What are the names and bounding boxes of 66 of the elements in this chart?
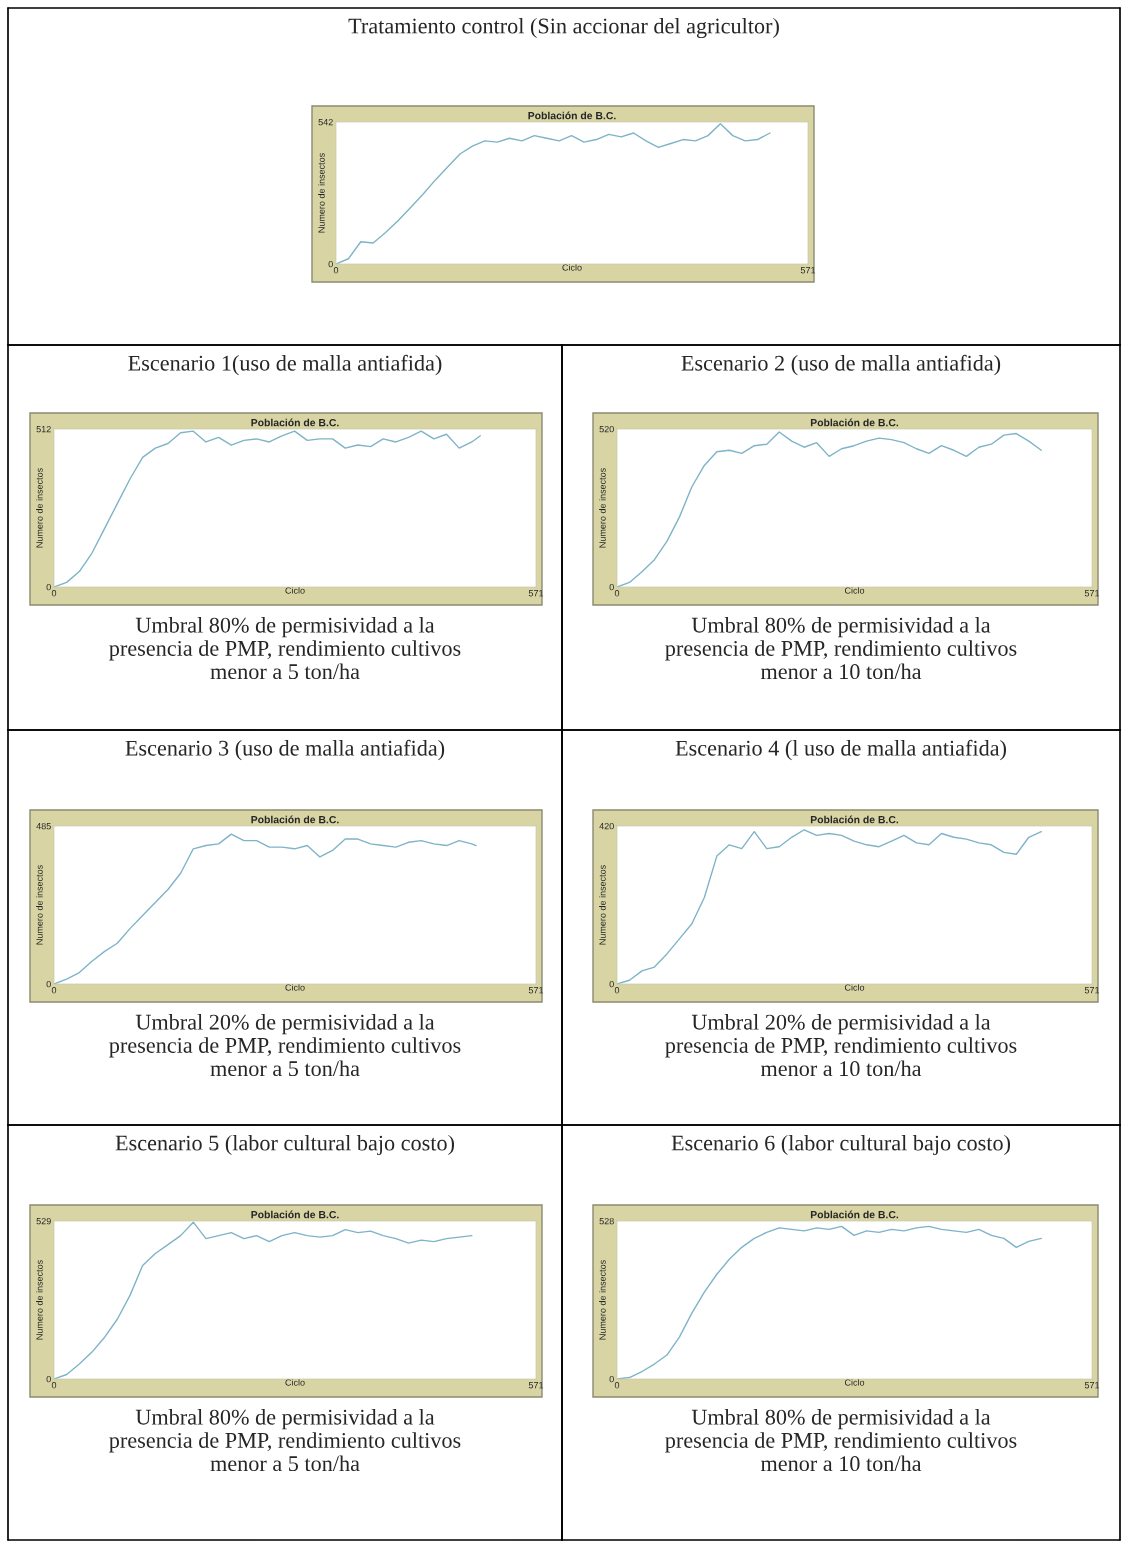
y-tick-label: 528 [599,1217,614,1225]
y-tick-label: 485 [36,822,51,830]
line-series [54,833,477,984]
chart-title: Escenario 3 (uso de malla antiafida) [125,739,445,761]
y-tick-label: 542 [318,118,333,126]
chart-subtitle: Población de B.C. [810,418,899,427]
x-axis-title: Ciclo [844,984,865,991]
y-tick-label: 520 [599,425,614,433]
x-tick-label: 571 [528,1382,544,1389]
y-tick-label: 512 [36,425,51,433]
chart-subtitle: Población de B.C. [810,815,899,824]
line-series [617,431,1042,587]
x-axis-title: Ciclo [285,587,305,594]
text: Umbral 80% de permisividad a la presencia de PMP, rendimiento cultivos menor a 5 ton/ha [109,617,461,680]
y-tick-label: 529 [36,1217,51,1225]
y-tick-label: 0 [609,980,614,988]
chart-title: Tratamiento control (Sin accionar del agricultor) [348,17,779,39]
chart-subtitle: Población de B.C. [251,815,339,824]
x-axis-title: Ciclo [844,587,865,594]
x-tick-label: 0 [51,590,57,597]
text: Umbral 80% de permisividad a la presencia de PMP, rendimiento cultivos menor a 10 ton/ha [665,617,1017,680]
x-axis-title: Ciclo [844,1379,865,1386]
y-axis-title: Numero de insectos [599,468,606,548]
x-tick-label: 0 [614,1382,620,1389]
x-axis-title: Ciclo [285,984,305,991]
y-tick-label: 0 [46,583,51,591]
chart-title: Escenario 6 (labor cultural bajo costo) [671,1134,1011,1156]
line-series [54,430,481,587]
x-tick-label: 571 [1084,590,1100,597]
chart-title: Escenario 5 (labor cultural bajo costo) [115,1134,455,1156]
y-axis-title: Numero de insectos [36,1260,43,1340]
y-axis-title: Numero de insectos [36,468,43,548]
y-tick-label: 0 [609,1375,614,1383]
x-tick-label: 0 [51,1382,57,1389]
y-axis-title: Numero de insectos [318,153,325,233]
y-tick-label: 0 [46,1375,51,1383]
x-tick-label: 571 [800,267,816,274]
x-tick-label: 571 [1084,987,1100,994]
text: Umbral 20% de permisividad a la presencia de PMP, rendimiento cultivos menor a 10 ton/ha [665,1014,1017,1077]
text: Umbral 80% de permisividad a la presencia de PMP, rendimiento cultivos menor a 5 ton/ha [109,1409,461,1472]
y-axis-title: Numero de insectos [599,865,606,945]
x-tick-label: 571 [1084,1382,1100,1389]
text: Umbral 80% de permisividad a la presencia de PMP, rendimiento cultivos menor a 10 ton/ha [665,1409,1017,1472]
x-axis-title: Ciclo [562,264,582,271]
y-tick-label: 420 [599,822,614,830]
chart-title: Escenario 4 (l uso de malla antiafida) [675,739,1006,761]
chart-subtitle: Población de B.C. [810,1210,899,1219]
text: Umbral 20% de permisividad a la presencia de PMP, rendimiento cultivos menor a 5 ton/ha [109,1014,461,1077]
y-tick-label: 0 [46,980,51,988]
chart-subtitle: Población de B.C. [251,1210,339,1219]
y-axis-title: Numero de insectos [36,865,43,945]
chart-title: Escenario 2 (uso de malla antiafida) [681,354,1001,376]
chart-subtitle: Población de B.C. [251,418,339,427]
y-tick-label: 0 [609,583,614,591]
chart-title: Escenario 1(uso de malla antiafida) [128,354,442,376]
x-tick-label: 0 [614,590,620,597]
chart-subtitle: Población de B.C. [528,111,616,120]
line-series [617,829,1042,984]
x-tick-label: 0 [51,987,57,994]
y-axis-title: Numero de insectos [599,1260,606,1340]
x-tick-label: 571 [528,987,544,994]
x-tick-label: 571 [528,590,544,597]
x-axis-title: Ciclo [285,1379,305,1386]
line-series [336,123,771,264]
x-tick-label: 0 [614,987,620,994]
line-series [54,1221,473,1379]
